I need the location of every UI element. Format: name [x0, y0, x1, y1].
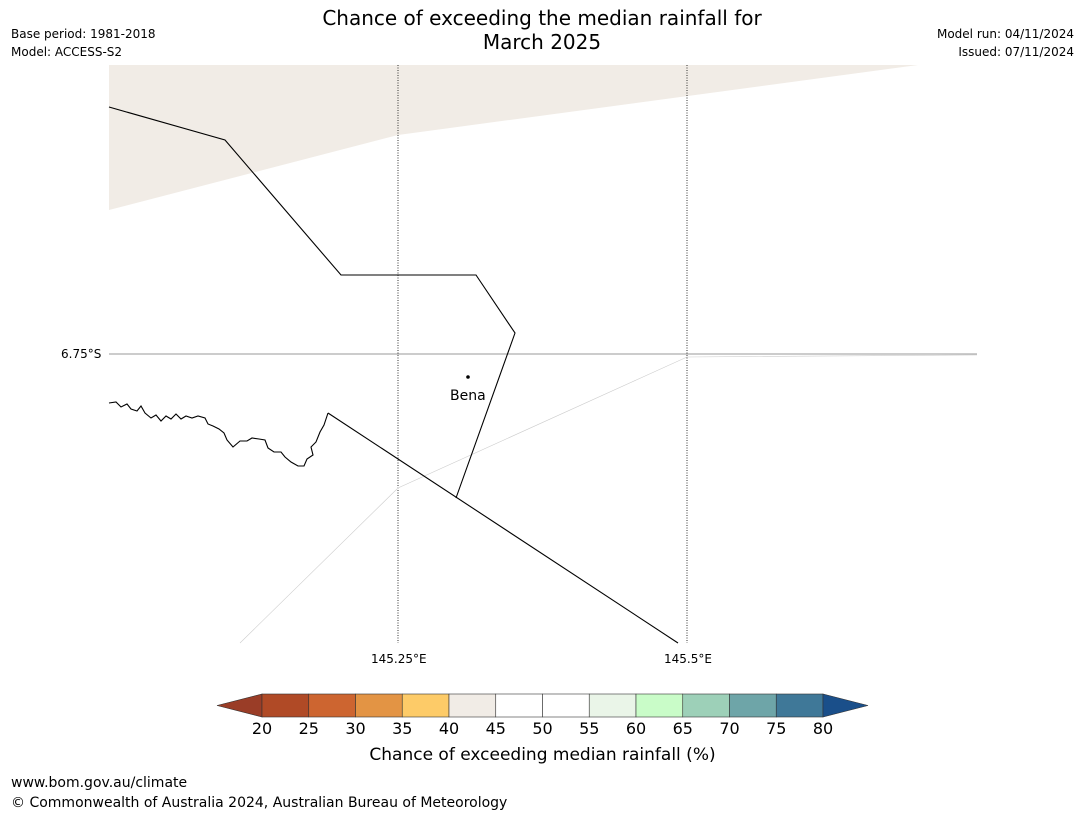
- colorbar-tick-label: 80: [812, 719, 834, 738]
- colorbar-swatch: [308, 693, 356, 718]
- metadata-right: Model run: 04/11/2024 Issued: 07/11/2024: [937, 25, 1074, 61]
- footer-copyright: © Commonwealth of Australia 2024, Austra…: [11, 795, 508, 811]
- colorbar-under-arrow: [216, 693, 263, 718]
- colorbar-tick-label: 35: [392, 719, 413, 738]
- colorbar-tick-label: 60: [625, 719, 647, 738]
- colorbar-tick-label: 30: [345, 719, 366, 738]
- latitude-label: 6.75°S: [61, 347, 102, 361]
- title-line-2: March 2025: [482, 30, 602, 54]
- colorbar-swatch: [729, 693, 777, 718]
- colorbar-swatch: [635, 693, 684, 718]
- colorbar-swatch: [588, 693, 637, 718]
- colorbar-tick-label: 55: [579, 719, 600, 738]
- base-period: Base period: 1981-2018: [11, 27, 156, 41]
- footer-url: www.bom.gov.au/climate: [11, 775, 188, 791]
- model-name: Model: ACCESS-S2: [11, 45, 123, 59]
- colorbar-swatch: [542, 693, 590, 718]
- colorbar-tick-label: 20: [251, 719, 273, 738]
- colorbar-tick-label: 45: [485, 719, 506, 738]
- colorbar-tick-label: 25: [298, 719, 319, 738]
- colorbar-swatch: [495, 693, 543, 718]
- province-boundary: [327, 412, 679, 644]
- colorbar-label: Chance of exceeding median rainfall (%): [369, 745, 716, 765]
- metadata-left: Base period: 1981-2018 Model: ACCESS-S2: [11, 25, 156, 61]
- map-canvas: [108, 65, 978, 644]
- colorbar-swatch: [355, 693, 403, 718]
- title-line-1: Chance of exceeding the median rainfall …: [322, 6, 762, 30]
- province-boundary: [108, 106, 516, 499]
- issued-date: Issued: 07/11/2024: [958, 45, 1074, 59]
- faint-boundary-line: [239, 354, 978, 644]
- colorbar-swatch: [448, 693, 497, 718]
- colorbar-tick-label: 65: [672, 719, 693, 738]
- colorbar-tick-label: 40: [438, 719, 460, 738]
- colorbar-tick-label: 70: [719, 719, 740, 738]
- colorbar-swatch: [775, 693, 824, 718]
- colorbar-over-arrow: [822, 693, 869, 718]
- map-title: Chance of exceeding the median rainfall …: [242, 6, 842, 54]
- longitude-label: 145.5°E: [664, 652, 712, 666]
- town-label: Bena: [450, 388, 486, 404]
- town-marker: [466, 375, 470, 379]
- colorbar-swatch: [261, 693, 310, 718]
- river-line: [108, 401, 329, 467]
- colorbar-tick-label: 50: [532, 719, 553, 738]
- land-area: [109, 65, 918, 210]
- colorbar-swatch: [682, 693, 730, 718]
- model-run: Model run: 04/11/2024: [936, 27, 1074, 41]
- colorbar-tick-label: 75: [766, 719, 787, 738]
- longitude-label: 145.25°E: [371, 652, 427, 666]
- colorbar-swatch: [401, 693, 450, 718]
